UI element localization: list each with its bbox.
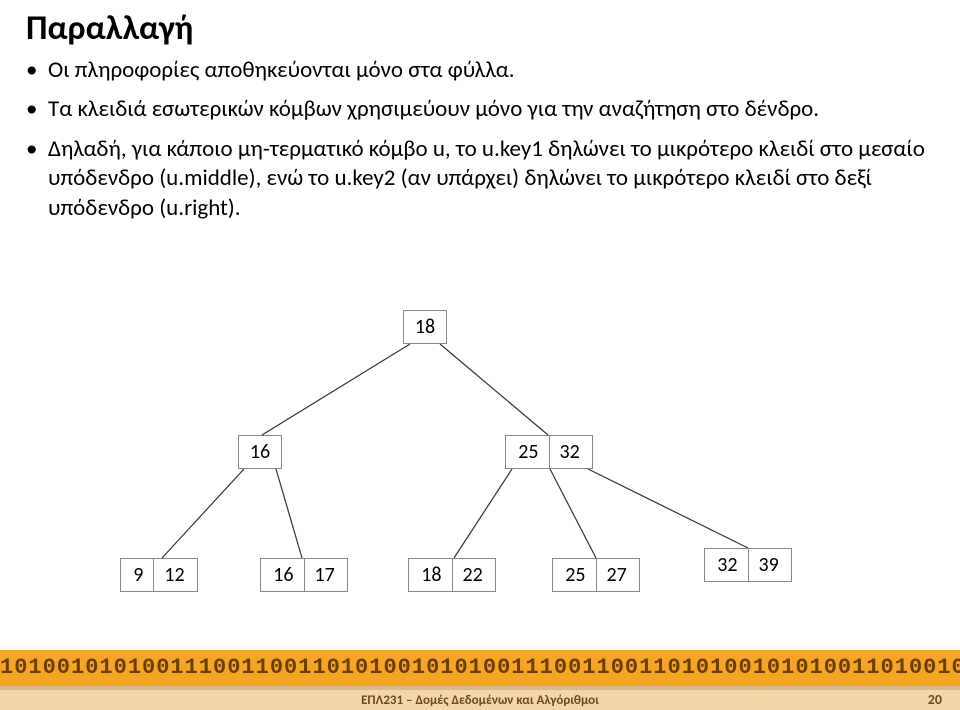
- tree-edge: [588, 469, 748, 548]
- node-key: 39: [749, 553, 789, 577]
- slide-title: Παραλλαγή: [26, 8, 193, 49]
- tree-edge: [276, 469, 302, 558]
- tree-node: 1617: [260, 558, 348, 592]
- footer-text: ΕΠΛ231 – Δομές Δεδομένων και Αλγόριθμοι: [0, 693, 960, 708]
- node-key: 22: [453, 563, 493, 587]
- node-key: 32: [550, 440, 590, 464]
- slide: Παραλλαγή Οι πληροφορίες αποθηκεύονται μ…: [0, 0, 960, 710]
- footer: 1010010101001110011001101010010101001110…: [0, 650, 960, 710]
- tree-node: 2527: [552, 558, 640, 592]
- bullet-list: Οι πληροφορίες αποθηκεύονται μόνο στα φύ…: [26, 56, 926, 233]
- node-key: 9: [123, 563, 153, 587]
- node-key: 16: [263, 563, 303, 587]
- footer-binary-strip: 1010010101001110011001101010010101001110…: [0, 650, 960, 686]
- node-key: 18: [411, 563, 451, 587]
- node-key: 25: [508, 440, 548, 464]
- node-key: 25: [555, 563, 595, 587]
- bullet-item: Δηλαδή, για κάποιο μη-τερματικό κόμβο u,…: [26, 135, 926, 223]
- bullet-item: Τα κλειδιά εσωτερικών κόμβων χρησιμεύουν…: [26, 95, 926, 124]
- node-key: 18: [405, 315, 445, 339]
- tree-node: 912: [120, 558, 198, 592]
- node-key: 27: [597, 563, 637, 587]
- tree-node: 3239: [704, 548, 792, 582]
- tree-edge: [454, 469, 512, 558]
- node-key: 16: [240, 440, 280, 464]
- node-key: 17: [305, 563, 345, 587]
- tree-edge: [440, 344, 548, 435]
- tree-diagram: 181625329121617182225273239: [0, 300, 960, 630]
- node-key: 12: [154, 563, 194, 587]
- bullet-item: Οι πληροφορίες αποθηκεύονται μόνο στα φύ…: [26, 56, 926, 85]
- node-key: 32: [707, 553, 747, 577]
- tree-node: 2532: [505, 435, 593, 469]
- tree-node: 18: [403, 310, 447, 344]
- tree-edge: [262, 344, 410, 435]
- tree-node: 16: [238, 435, 282, 469]
- page-number: 20: [928, 691, 942, 708]
- tree-node: 1822: [408, 558, 496, 592]
- tree-edge: [550, 469, 596, 558]
- tree-edge: [162, 469, 244, 558]
